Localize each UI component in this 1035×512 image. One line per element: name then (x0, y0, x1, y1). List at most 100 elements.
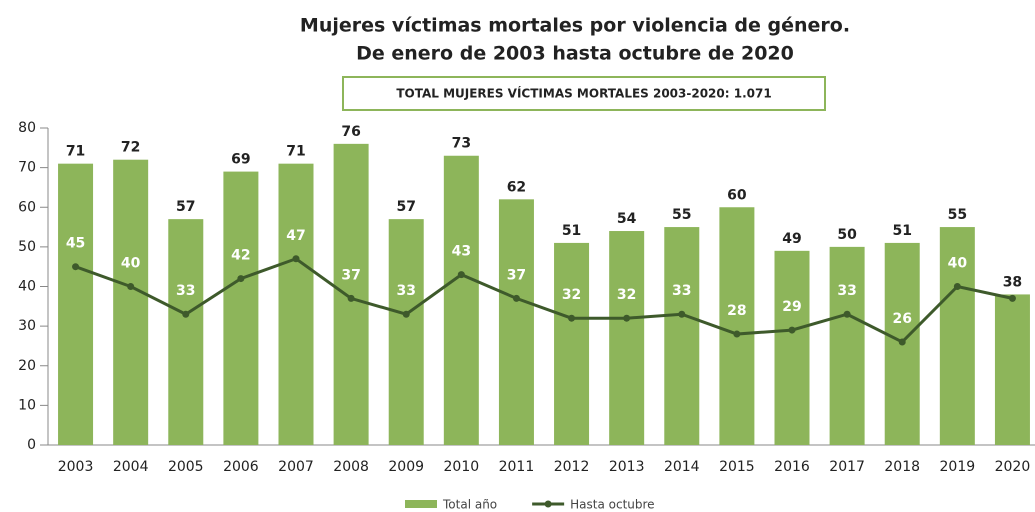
line-marker (568, 314, 576, 322)
bar-label: 50 (837, 227, 857, 243)
y-tick-label: 70 (18, 160, 36, 176)
line-label: 29 (782, 299, 801, 315)
bar (554, 242, 590, 445)
line-marker (1008, 294, 1016, 302)
bar-label: 55 (672, 207, 691, 223)
bar (498, 199, 534, 445)
x-tick-label: 2014 (664, 459, 700, 475)
x-tick-label: 2007 (278, 459, 314, 475)
subtitle-box (342, 76, 826, 111)
line-marker (457, 271, 465, 279)
bar (829, 246, 865, 445)
y-tick-label: 50 (18, 239, 36, 255)
x-tick-label: 2004 (113, 459, 149, 475)
y-tick-label: 60 (18, 199, 36, 215)
line-marker (898, 338, 906, 346)
bar-label: 69 (231, 152, 250, 168)
line-marker (127, 283, 135, 290)
line-label: 33 (176, 283, 195, 299)
legend-label: Total año (442, 498, 497, 512)
bar-label: 51 (562, 223, 581, 239)
chart-title: De enero de 2003 hasta octubre de 2020 (356, 43, 794, 65)
bar-label: 76 (341, 124, 360, 140)
bar (168, 219, 204, 445)
line-label: 32 (617, 287, 636, 303)
y-tick-label: 10 (18, 397, 36, 413)
bar-label: 72 (121, 140, 140, 156)
line-label: 40 (121, 256, 141, 272)
y-tick-label: 0 (27, 437, 36, 453)
line-marker (292, 255, 300, 263)
bar-label: 38 (1003, 274, 1022, 290)
line-marker (72, 263, 80, 271)
x-tick-label: 2015 (719, 459, 755, 475)
x-tick-label: 2010 (444, 459, 480, 475)
bar-label: 54 (617, 211, 637, 227)
x-tick-label: 2013 (609, 459, 645, 475)
line-label: 40 (948, 256, 968, 272)
bar-label: 71 (286, 144, 305, 160)
x-tick-label: 2019 (940, 459, 976, 475)
line-label: 45 (66, 236, 85, 252)
line-marker (733, 330, 741, 338)
line-label: 26 (892, 311, 911, 327)
bar-label: 57 (176, 199, 195, 215)
x-tick-label: 2017 (829, 459, 865, 475)
line-label: 43 (452, 244, 471, 260)
line-label: 47 (286, 228, 305, 244)
y-tick-label: 80 (18, 120, 36, 136)
line-marker (678, 310, 686, 318)
line-marker (237, 275, 245, 283)
line-label: 33 (396, 283, 415, 299)
line-marker (347, 294, 355, 302)
bar (58, 163, 94, 445)
legend-label: Hasta octubre (570, 498, 654, 512)
legend-swatch (405, 500, 437, 508)
x-tick-label: 2006 (223, 459, 259, 475)
x-tick-label: 2003 (58, 459, 94, 475)
chart-title: Mujeres víctimas mortales por violencia … (300, 15, 850, 37)
bar-label: 49 (782, 231, 801, 247)
y-tick-label: 30 (18, 318, 36, 334)
line-marker (182, 310, 190, 318)
bar (113, 159, 149, 445)
x-tick-label: 2008 (333, 459, 369, 475)
line (75, 257, 1013, 344)
bar (664, 227, 700, 445)
legend-swatch (544, 500, 552, 508)
y-tick-label: 20 (18, 358, 36, 374)
bar-label: 55 (948, 207, 967, 223)
x-tick-label: 2012 (554, 459, 590, 475)
bar-label: 51 (892, 223, 911, 239)
line-marker (843, 310, 851, 318)
line-label: 33 (672, 283, 691, 299)
line-marker (788, 326, 796, 334)
line-label: 42 (231, 248, 250, 264)
bar (278, 163, 314, 445)
bar (443, 155, 479, 446)
line-label: 28 (727, 303, 746, 319)
bar-label: 60 (727, 187, 747, 203)
line-marker (402, 310, 410, 318)
bar (388, 219, 424, 445)
bar (609, 231, 645, 445)
subtitle: TOTAL MUJERES VÍCTIMAS MORTALES 2003-202… (396, 86, 771, 101)
bar (333, 143, 369, 445)
y-tick-label: 40 (18, 279, 36, 295)
bar-label: 71 (66, 144, 85, 160)
x-tick-label: 2009 (388, 459, 424, 475)
line-label: 37 (341, 267, 360, 283)
x-tick-label: 2018 (884, 459, 920, 475)
line-label: 37 (507, 267, 526, 283)
line-marker (512, 294, 520, 302)
line-marker (623, 314, 631, 322)
x-tick-label: 2020 (995, 459, 1031, 475)
x-tick-label: 2005 (168, 459, 204, 475)
bar-label: 57 (396, 199, 415, 215)
line-label: 33 (837, 283, 856, 299)
line-marker (953, 283, 961, 290)
bar-label: 62 (507, 179, 526, 195)
bar (719, 207, 755, 445)
bar (994, 294, 1030, 445)
